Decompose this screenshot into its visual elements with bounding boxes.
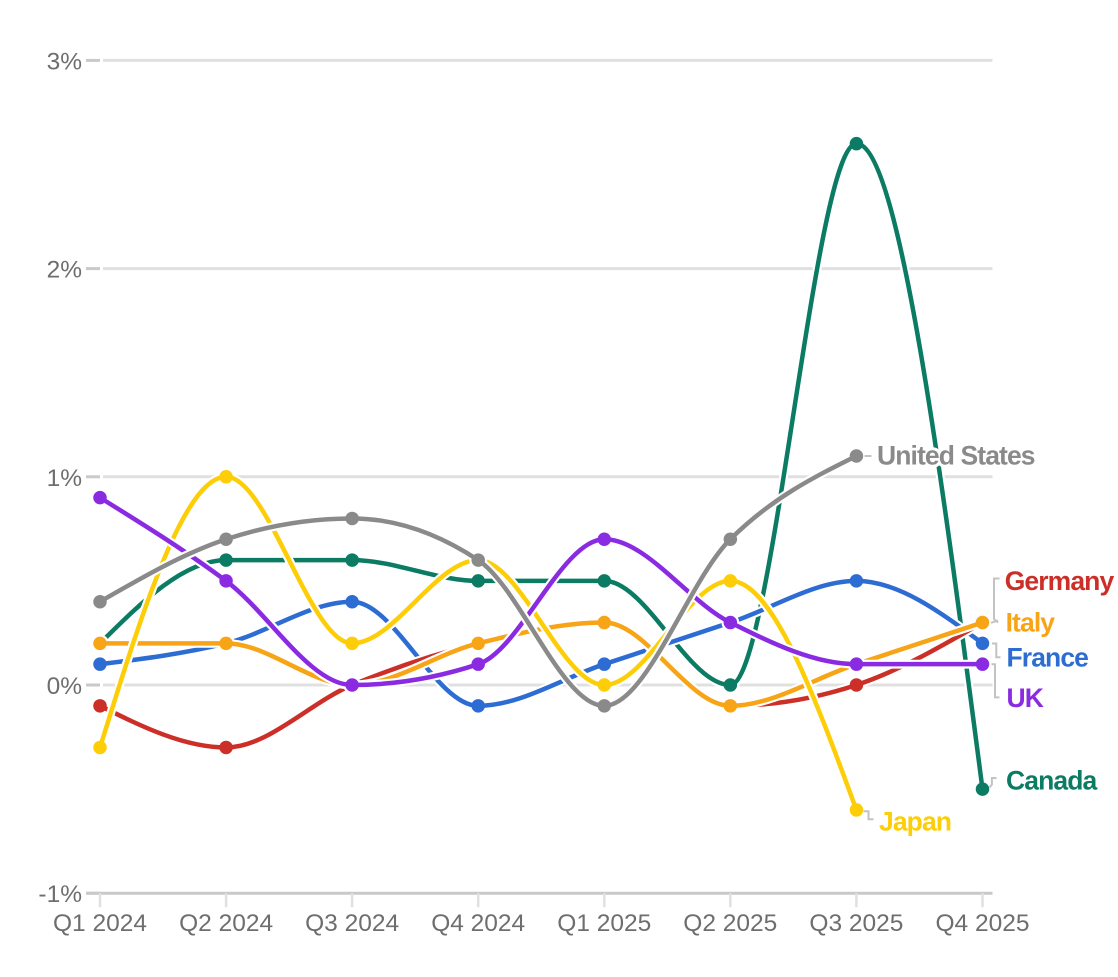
svg-text:Q2 2025: Q2 2025 [683, 910, 777, 937]
svg-text:France: France [1007, 643, 1089, 673]
svg-text:-1%: -1% [38, 881, 82, 908]
svg-text:2%: 2% [47, 257, 82, 284]
svg-text:Italy: Italy [1006, 608, 1056, 638]
svg-text:Q3 2025: Q3 2025 [809, 910, 903, 937]
svg-text:Q1 2024: Q1 2024 [53, 910, 147, 937]
svg-text:Q3 2024: Q3 2024 [305, 910, 399, 937]
svg-text:Q2 2024: Q2 2024 [179, 910, 273, 937]
svg-text:3%: 3% [47, 48, 82, 75]
svg-text:0%: 0% [47, 673, 82, 700]
svg-text:Canada: Canada [1006, 766, 1097, 796]
svg-text:Japan: Japan [879, 807, 951, 837]
svg-text:Q4 2025: Q4 2025 [936, 910, 1030, 937]
svg-text:Germany: Germany [1005, 566, 1115, 596]
svg-text:Q4 2024: Q4 2024 [431, 910, 525, 937]
svg-text:UK: UK [1007, 683, 1044, 713]
svg-text:1%: 1% [47, 465, 82, 492]
svg-text:United States: United States [877, 441, 1035, 471]
svg-text:Q1 2025: Q1 2025 [557, 910, 651, 937]
